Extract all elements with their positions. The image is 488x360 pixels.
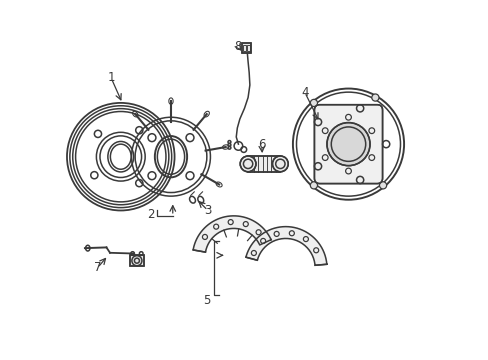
Text: 6: 6 [258,138,265,151]
Text: 1: 1 [107,71,115,84]
Polygon shape [193,216,270,252]
Circle shape [371,94,378,101]
Circle shape [310,99,317,107]
Text: 7: 7 [94,261,101,274]
Circle shape [240,156,255,172]
Bar [241,42,250,53]
Bar [247,156,280,172]
Bar [241,42,250,53]
Polygon shape [245,226,326,265]
Bar [243,45,245,51]
Text: 8: 8 [234,40,242,53]
Text: 5: 5 [203,294,210,307]
Text: 4: 4 [301,86,308,99]
Circle shape [379,182,386,189]
Text: 2: 2 [147,208,155,221]
Bar [247,156,280,172]
Text: 3: 3 [204,204,211,217]
Bar [129,255,144,266]
Circle shape [310,182,317,189]
Bar [129,255,144,266]
Bar [246,45,249,51]
Circle shape [326,123,369,166]
Circle shape [272,156,287,172]
FancyBboxPatch shape [314,105,382,184]
